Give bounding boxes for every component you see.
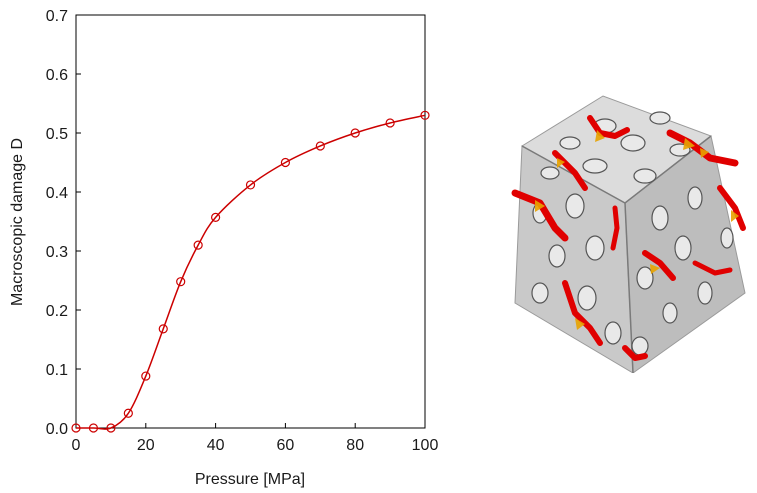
y-tick-label: 0.6	[46, 67, 68, 84]
x-tick-label: 60	[277, 437, 295, 454]
damage-pressure-chart: 0 20 40 60 80 100 0.0 0.1 0.2 0.3 0.4 0.5 0.6 0.7 Pre…	[9, 8, 439, 488]
x-tick-label: 20	[137, 437, 155, 454]
y-tick-label: 0.1	[46, 362, 68, 379]
data-point	[106, 423, 116, 433]
x-tick-label: 100	[412, 437, 439, 454]
y-tick-label: 0.2	[46, 303, 68, 320]
data-point	[88, 423, 99, 433]
data-point	[71, 423, 81, 433]
data-point	[176, 277, 186, 287]
porous-cube-damage-image	[511, 95, 746, 373]
data-point	[280, 157, 290, 168]
data-point	[211, 212, 221, 222]
pores	[531, 111, 734, 356]
x-tick-label: 40	[207, 437, 225, 454]
y-tick-label: 0.4	[46, 185, 68, 202]
x-axis-title: Pressure [MPa]	[195, 471, 305, 488]
series-line	[76, 114, 426, 430]
data-point	[193, 240, 203, 250]
data-point	[123, 408, 133, 418]
y-tick-label: 0.5	[46, 126, 68, 143]
x-tick-label: 0	[72, 437, 81, 454]
y-tick-label: 0.3	[46, 244, 68, 261]
data-point	[350, 128, 360, 138]
data-point	[158, 324, 168, 334]
data-point	[315, 141, 325, 151]
data-point	[385, 118, 395, 128]
plot-area	[71, 110, 430, 433]
y-tick-label: 0.7	[46, 8, 68, 25]
y-tick-label: 0.0	[46, 421, 68, 438]
plot-frame	[75, 14, 426, 429]
axes: 0 20 40 60 80 100 0.0 0.1 0.2 0.3 0.4 0.5 0.6 0.7	[46, 8, 439, 454]
damage-zones	[511, 115, 746, 361]
data-point	[141, 371, 151, 381]
data-point	[245, 180, 256, 190]
x-tick-label: 80	[346, 437, 364, 454]
data-point	[420, 110, 430, 120]
y-axis-title: Macroscopic damage D	[9, 138, 26, 306]
damage-onset-zones	[535, 130, 739, 330]
